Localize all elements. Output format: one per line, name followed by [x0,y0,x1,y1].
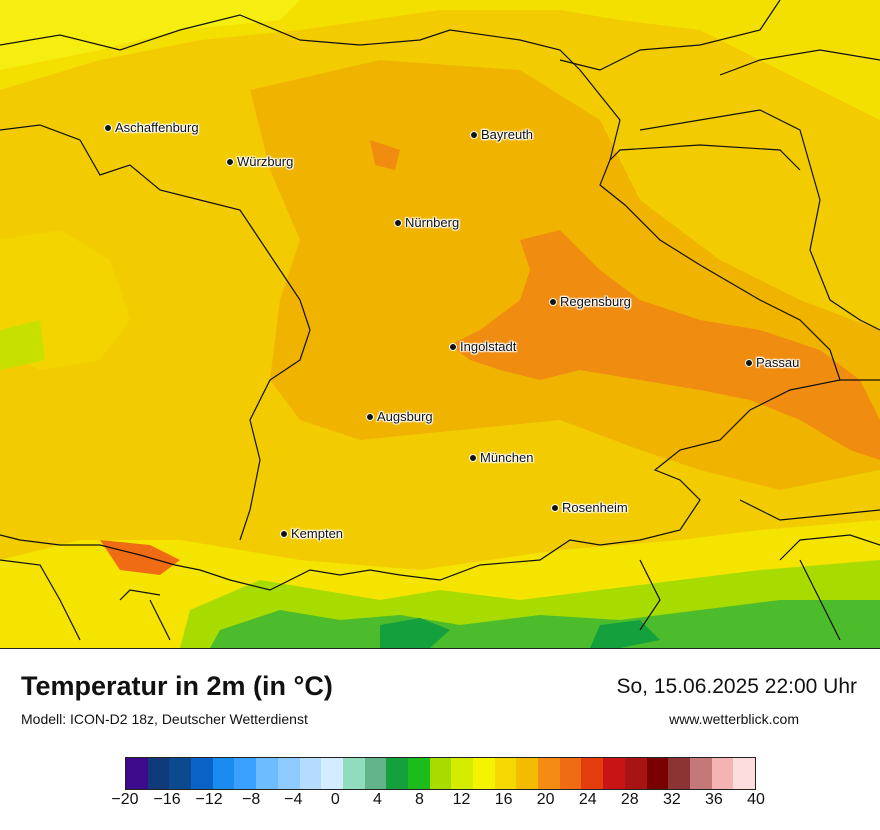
legend-swatch [169,758,192,789]
legend-swatch [559,758,582,789]
map-borders [0,0,880,641]
legend-swatch [364,758,387,789]
city-label: Rosenheim [562,500,628,515]
city-regensburg: Regensburg [549,295,631,308]
city-marker [745,358,753,367]
city-label: Aschaffenburg [115,120,199,135]
city-label: Kempten [291,526,344,541]
legend-swatch [516,758,539,789]
legend-tick: −8 [242,791,261,808]
legend-swatch [342,758,365,789]
legend-tick: 20 [536,791,555,808]
city-label: Passau [756,355,800,370]
legend-tick: 0 [330,791,340,808]
city-label: Regensburg [560,294,631,309]
legend-swatch [321,758,343,789]
model-info: Modell: ICON-D2 18z, Deutscher Wetterdie… [21,711,308,727]
legend-swatch [603,758,625,789]
city-nuernberg: Nürnberg [394,216,459,229]
legend-tick: −20 [111,791,139,808]
legend-swatch [234,758,257,789]
legend-swatch [191,758,213,789]
legend-swatch [451,758,473,789]
city-label: Augsburg [377,409,433,424]
legend-tick: 28 [620,791,639,808]
city-marker [104,123,112,132]
city-label: Bayreuth [481,127,534,142]
legend-swatch [256,758,278,789]
map-zone-north [0,0,880,120]
legend-swatch [386,758,408,789]
legend-swatch [581,758,604,789]
legend-tick: 4 [372,791,382,808]
legend-swatch [668,758,690,789]
city-marker [449,342,457,351]
legend-swatch [277,758,300,789]
map-zone-lake [100,540,180,575]
legend-tick: 36 [705,791,723,808]
city-label: München [480,450,534,465]
city-marker [366,412,374,421]
legend-tick: 16 [494,791,513,808]
legend-swatch [299,758,322,789]
city-ingolstadt: Ingolstadt [449,340,516,353]
legend-swatch [494,758,517,789]
city-marker [280,529,288,538]
city-marker [551,503,559,512]
city-marker [394,218,402,227]
city-bayreuth: Bayreuth [470,128,533,141]
legend-swatch [624,758,647,789]
legend-swatch [126,758,148,789]
city-augsburg: Augsburg [366,410,433,423]
city-passau: Passau [745,356,799,369]
city-label: Würzburg [237,154,294,169]
city-kempten: Kempten [280,527,343,540]
map-zone-north-bright [0,0,300,70]
temperature-map: Aschaffenburg Würzburg Bayreuth Nürnberg… [0,0,880,649]
legend-tick: −12 [195,791,223,808]
legend-tick: −4 [284,791,303,808]
color-legend [125,757,756,790]
map-zone-west-green [0,320,45,370]
city-marker [469,453,477,462]
map-zone-alps-peaks [380,618,660,648]
legend-swatch [733,758,755,789]
map-zone-danube [450,230,880,460]
legend-ticks: −20 −16 −12 −8 −4 0 4 8 12 16 20 24 28 32 36 40 [111,791,764,821]
city-marker [226,157,234,166]
legend-swatch [646,758,669,789]
legend-swatch [407,758,430,789]
legend-swatch [711,758,734,789]
website-link[interactable]: www.wetterblick.com [669,711,799,727]
city-label: Nürnberg [405,215,460,230]
city-muenchen: München [469,451,533,464]
city-rosenheim: Rosenheim [551,501,628,514]
map-zone-hotspot [370,140,400,170]
city-marker [470,130,478,139]
map-canvas [0,0,880,648]
map-zone-alps [210,600,880,648]
map-footer: Temperatur in 2m (in °C) Modell: ICON-D2… [0,649,880,830]
legend-swatch [429,758,452,789]
legend-swatch [689,758,712,789]
legend-swatch [212,758,235,789]
legend-tick: 24 [578,791,597,808]
city-marker [549,297,557,306]
legend-tick: −16 [153,791,181,808]
city-wuerzburg: Würzburg [226,155,293,168]
forecast-datetime: So, 15.06.2025 22:00 Uhr [616,675,857,698]
city-aschaffenburg: Aschaffenburg [104,121,199,134]
legend-swatch [538,758,560,789]
legend-tick: 32 [662,791,681,808]
city-label: Ingolstadt [460,339,517,354]
legend-tick: 40 [747,791,765,808]
map-title: Temperatur in 2m (in °C) [21,671,333,701]
legend-swatch [147,758,170,789]
legend-swatch [473,758,495,789]
legend-tick: 8 [415,791,424,808]
legend-tick: 12 [452,791,471,808]
